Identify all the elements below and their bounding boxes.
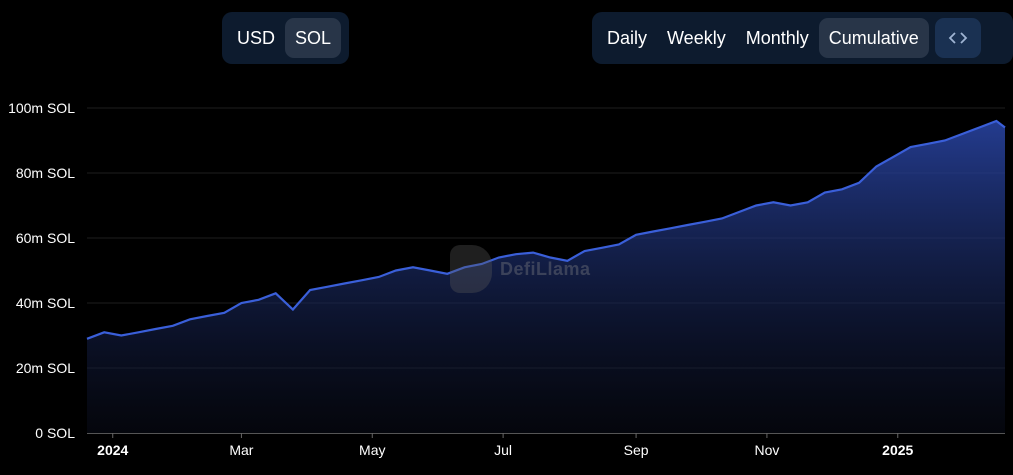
y-tick-label: 100m SOL [8, 100, 75, 116]
defillama-watermark: DefiLlama [450, 245, 591, 293]
x-tick-label: Jul [494, 442, 512, 458]
period-toggle: Daily Weekly Monthly Cumulative [592, 12, 1013, 64]
usd-button[interactable]: USD [237, 28, 276, 48]
daily-button[interactable]: Daily [607, 28, 648, 48]
x-tick-label: May [359, 442, 385, 458]
y-tick-label: 0 SOL [35, 425, 75, 441]
cumulative-button[interactable]: Cumulative [818, 18, 929, 58]
sol-button[interactable]: SOL [285, 18, 342, 58]
defillama-logo [450, 245, 492, 293]
code-icon [948, 32, 968, 44]
y-tick-label: 40m SOL [16, 295, 75, 311]
y-tick-label: 80m SOL [16, 165, 75, 181]
y-tick-label: 20m SOL [16, 360, 75, 376]
weekly-button[interactable]: Weekly [667, 28, 726, 48]
cumulative-area [87, 121, 1005, 433]
x-tick-label: Mar [229, 442, 253, 458]
x-tick-label: 2024 [97, 442, 128, 458]
x-axis-labels: 2024 Mar May Jul Sep Nov 2025 [97, 433, 914, 458]
embed-code-button[interactable] [934, 18, 981, 58]
currency-toggle: USD SOL [222, 12, 349, 64]
cumulative-line [86, 119, 1006, 340]
y-tick-label: 60m SOL [16, 230, 75, 246]
monthly-button[interactable]: Monthly [745, 28, 809, 48]
x-tick-label: 2025 [882, 442, 913, 458]
x-tick-label: Sep [624, 442, 649, 458]
x-tick-label: Nov [754, 442, 779, 458]
watermark-text: DefiLlama [500, 258, 591, 279]
y-axis-labels: 0 SOL 20m SOL 40m SOL 60m SOL 80m SOL 100m SO… [8, 100, 75, 441]
